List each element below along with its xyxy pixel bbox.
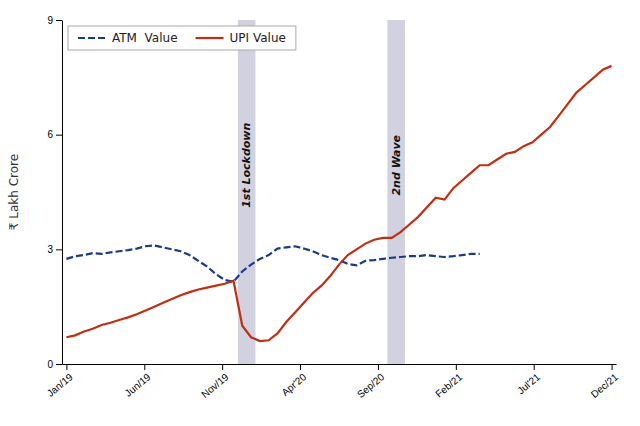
plot: Jan/19 Jun/19 Nov/19 Apr'20 Sep/20 Feb/21 Jul'…: [45, 15, 621, 400]
x-tick-label: Jan/19: [45, 371, 75, 399]
x-tick: Dec/21: [589, 364, 621, 400]
y-tick-mark: [56, 135, 62, 136]
legend-swatch: [196, 37, 224, 39]
legend-box: [68, 26, 296, 50]
y-tick: 0: [47, 359, 62, 370]
x-tick: Apr'20: [279, 364, 308, 398]
x-tick: Feb/21: [433, 364, 464, 400]
x-tick: Sep/20: [355, 364, 387, 400]
y-tick: 6: [47, 129, 62, 140]
x-tick-label: Jun/19: [123, 371, 153, 399]
x-tick-mark: [222, 364, 223, 370]
y-tick-label: 6: [47, 129, 53, 140]
x-tick-mark: [144, 364, 145, 370]
x-tick-mark: [612, 364, 613, 370]
y-axis-title: ₹ Lakh Crore: [7, 154, 21, 230]
y-tick-mark: [56, 20, 62, 21]
legend-item: UPI Value: [196, 31, 286, 45]
series-line: [66, 246, 479, 282]
legend-item: ATM Value: [78, 31, 178, 45]
x-tick: Nov/19: [199, 364, 231, 400]
y-tick-label: 3: [47, 244, 53, 255]
y-tick: 9: [47, 15, 62, 26]
y-tick-mark: [56, 249, 62, 250]
x-tick-mark: [534, 364, 535, 370]
annotation: 2nd Wave: [390, 134, 403, 195]
x-tick-mark: [378, 364, 379, 370]
x-tick-mark: [300, 364, 301, 370]
y-tick-label: 0: [47, 359, 53, 370]
x-tick-mark: [66, 364, 67, 370]
y-axis-line: [62, 21, 63, 365]
x-tick: Jun/19: [123, 364, 153, 399]
shaded-span: [387, 20, 405, 364]
annotation: 1st Lockdown: [240, 123, 253, 208]
x-tick: Jul'21: [515, 364, 542, 396]
chart: Jan/19 Jun/19 Nov/19 Apr'20 Sep/20 Feb/21 Jul'…: [0, 0, 640, 426]
y-tick: 3: [47, 244, 62, 255]
legend-swatch: [78, 37, 106, 39]
x-tick-mark: [456, 364, 457, 370]
x-tick-label: Nov/19: [199, 371, 231, 400]
x-axis: Jan/19 Jun/19 Nov/19 Apr'20 Sep/20 Feb/21 Jul'…: [45, 364, 621, 400]
x-tick-label: Apr'20: [279, 371, 308, 398]
x-tick-label: Sep/20: [355, 371, 387, 400]
x-tick-label: Dec/21: [589, 371, 621, 400]
legend: ATM Value UPI Value: [68, 26, 296, 50]
legend-label: ATM Value: [112, 31, 178, 45]
y-tick-label: 9: [47, 15, 53, 26]
series-line: [66, 66, 611, 341]
legend-label: UPI Value: [230, 31, 286, 45]
y-axis: 0 3 6 9: [47, 15, 62, 370]
marks: [66, 20, 611, 364]
x-tick-label: Jul'21: [515, 371, 542, 396]
y-tick-mark: [56, 364, 62, 365]
x-tick-label: Feb/21: [433, 371, 464, 400]
x-axis-line: [63, 364, 617, 365]
